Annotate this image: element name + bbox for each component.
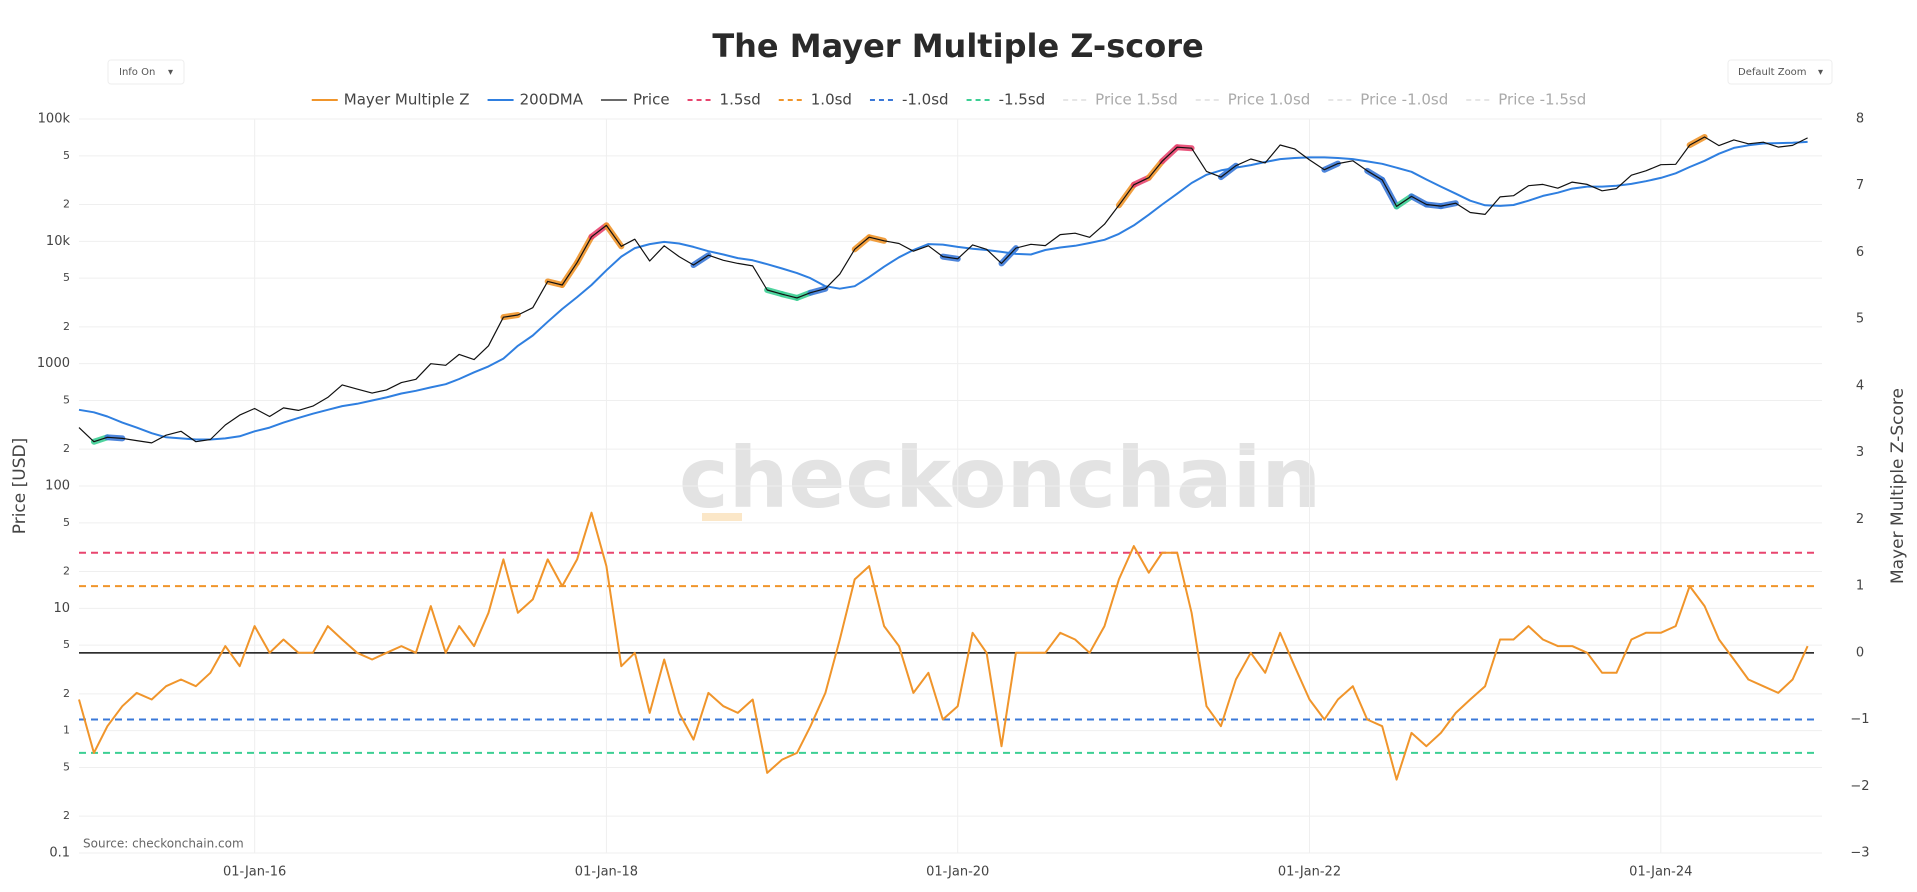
y-tick-label: 5 (63, 638, 70, 651)
y2-tick-label: 1 (1856, 579, 1864, 594)
x-tick-label: 01-Jan-18 (575, 865, 638, 880)
legend-label[interactable]: 1.0sd (811, 91, 852, 109)
legend-item[interactable]: -1.0sd (869, 91, 949, 109)
y-tick-label: 2 (63, 809, 70, 822)
legend-item[interactable]: 1.5sd (687, 91, 761, 109)
legend-item[interactable]: -1.5sd (966, 91, 1046, 109)
legend-label[interactable]: Price -1.0sd (1360, 91, 1448, 109)
info-button[interactable]: Info On ▾ (107, 59, 185, 85)
legend-item[interactable]: Mayer Multiple Z (311, 91, 470, 109)
y2-tick-label: 6 (1856, 245, 1864, 260)
y2-tick-label: −1 (1850, 712, 1869, 727)
y-tick-label: 2 (63, 687, 70, 700)
y-tick-label: 0.1 (49, 846, 70, 861)
legend-item[interactable]: Price (600, 91, 670, 109)
legend-item[interactable]: Price 1.5sd (1063, 91, 1178, 109)
y-tick-label: 1 (63, 724, 70, 737)
dropdown-arrow[interactable]: ▾ (168, 67, 173, 78)
series-line (78, 136, 1808, 444)
y-tick-label: 2 (63, 198, 70, 211)
y-tick-label: 100k (38, 112, 71, 127)
dropdown-arrow[interactable]: ▾ (1818, 67, 1823, 78)
button-label[interactable]: Info On (119, 67, 155, 78)
x-tick-label: 01-Jan-20 (926, 865, 989, 880)
button-label[interactable]: Default Zoom (1738, 67, 1807, 78)
legend-item[interactable]: Price 1.0sd (1195, 91, 1311, 109)
grid: 01-Jan-16 01-Jan-18 01-Jan-20 01-Jan-22 01-J… (37, 112, 1870, 880)
series-line (78, 140, 1808, 441)
y-tick-label: 2 (63, 320, 70, 333)
legend-label[interactable]: Price 1.0sd (1228, 91, 1311, 109)
x-tick-label: 01-Jan-16 (223, 865, 286, 880)
y2-tick-label: 7 (1856, 178, 1864, 193)
y-tick-label: 5 (63, 760, 70, 773)
y2-tick-label: −2 (1850, 779, 1869, 794)
legend[interactable]: Mayer Multiple Z 200DMA Price 1.5sd 1.0sd -1.… (311, 91, 1586, 109)
legend-item[interactable]: 1.0sd (778, 91, 852, 109)
y-axis-title: Price [USD] (10, 438, 30, 534)
button-box[interactable] (107, 59, 185, 85)
legend-label[interactable]: Price (633, 91, 670, 109)
y-tick-label: 100 (45, 479, 70, 494)
legend-label[interactable]: Mayer Multiple Z (344, 91, 470, 109)
legend-label[interactable]: 1.5sd (720, 91, 761, 109)
button-box[interactable] (1727, 59, 1833, 85)
y2-tick-label: −3 (1850, 846, 1869, 861)
y2-tick-label: 5 (1856, 312, 1864, 327)
y2-tick-label: 2 (1856, 512, 1864, 527)
legend-item[interactable]: Price -1.5sd (1466, 91, 1586, 109)
y-tick-label: 10 (53, 601, 70, 616)
y2-tick-label: 4 (1856, 378, 1864, 393)
x-tick-label: 01-Jan-24 (1629, 865, 1692, 880)
y-tick-label: 1000 (37, 356, 70, 371)
y2-tick-label: 8 (1856, 112, 1864, 127)
plot-area (78, 133, 1814, 781)
legend-item[interactable]: 200DMA (487, 91, 584, 109)
y2-tick-label: 0 (1856, 645, 1864, 660)
y-tick-label: 5 (63, 149, 70, 162)
legend-label[interactable]: -1.5sd (999, 91, 1046, 109)
legend-label[interactable]: 200DMA (520, 91, 584, 109)
legend-label[interactable]: -1.0sd (902, 91, 949, 109)
legend-item[interactable]: Price -1.0sd (1328, 91, 1448, 109)
y-tick-label: 2 (63, 565, 70, 578)
x-tick-label: 01-Jan-22 (1278, 865, 1341, 880)
y2-axis-title: Mayer Multiple Z-Score (1888, 388, 1908, 584)
y-tick-label: 5 (63, 516, 70, 529)
y2-tick-label: 3 (1856, 445, 1864, 460)
chart-title: The Mayer Multiple Z-score (712, 27, 1203, 65)
legend-label[interactable]: Price 1.5sd (1095, 91, 1178, 109)
y-tick-label: 2 (63, 442, 70, 455)
series-line (78, 511, 1809, 781)
legend-label[interactable]: Price -1.5sd (1498, 91, 1586, 109)
watermark-logo (702, 513, 742, 521)
y-tick-label: 5 (63, 393, 70, 406)
watermark: checkonchain (679, 429, 1321, 527)
zoom-button[interactable]: Default Zoom ▾ (1727, 59, 1833, 85)
y-tick-label: 5 (63, 271, 70, 284)
source-note: Source: checkonchain.com (83, 837, 244, 851)
y-tick-label: 10k (46, 234, 71, 249)
